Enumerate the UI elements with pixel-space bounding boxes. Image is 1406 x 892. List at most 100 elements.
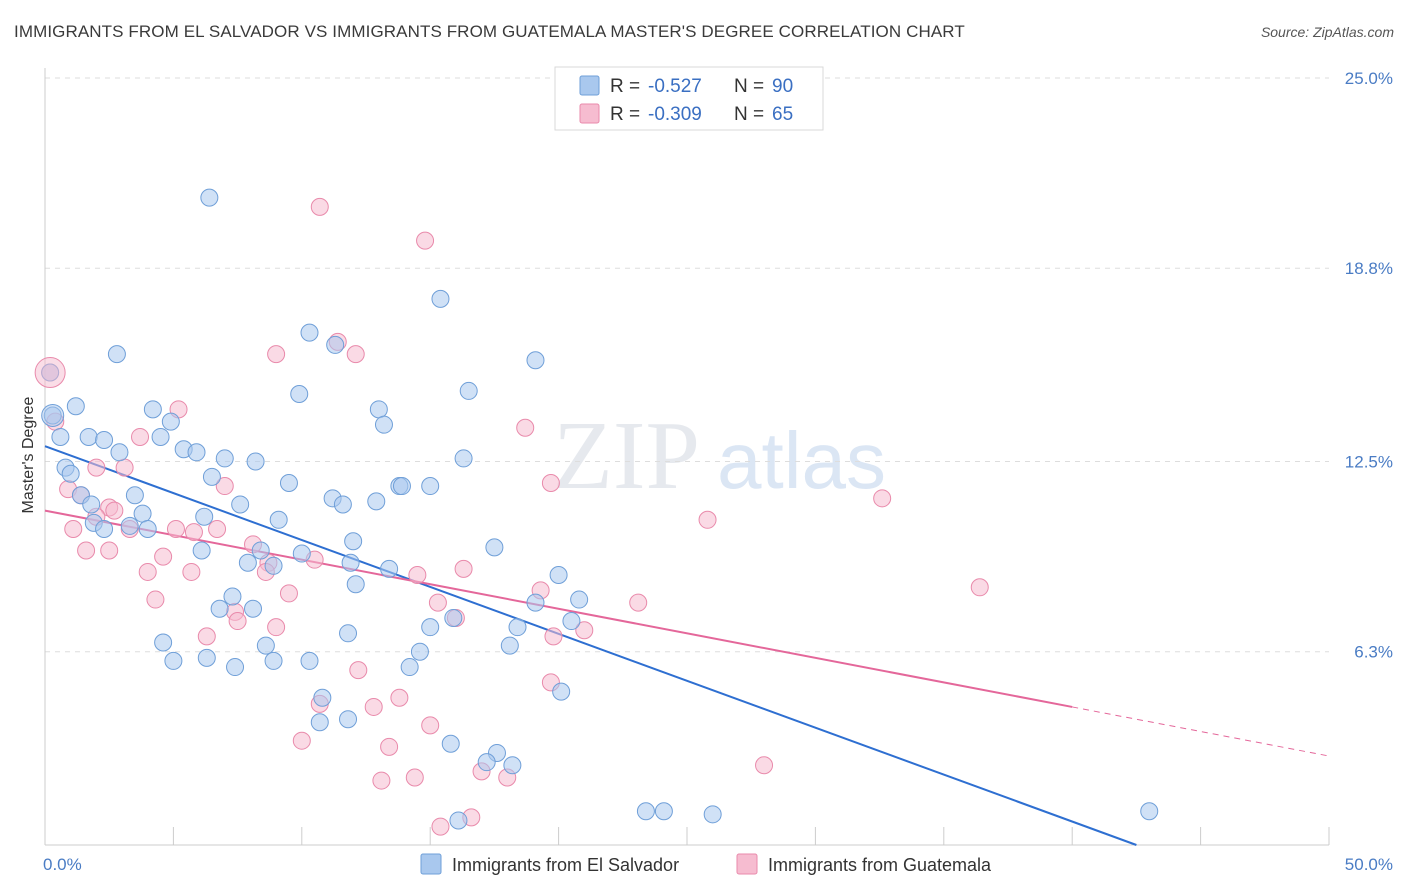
watermark-atlas: atlas [717,416,886,505]
point-el-salvador-80 [310,713,329,732]
point-el-salvador-55 [549,566,568,585]
legend-r-value-1: -0.527 [648,76,702,97]
point-el-salvador-56 [346,575,365,594]
point-el-salvador-88 [449,811,468,830]
point-guatemala-4 [267,345,286,364]
trendline-guatemala [44,509,1073,708]
y-tick-labels: 6.3% 12.5% 18.8% 25.0% [1345,69,1393,662]
point-el-salvador-60 [570,590,589,609]
point-el-salvador-30 [392,477,411,496]
legend: R = -0.527 N = 90 R = -0.309 N = 65 [554,66,824,131]
point-el-salvador-50 [292,544,311,563]
bottom-legend-label-guatemala: Immigrants from Guatemala [768,855,992,875]
point-el-salvador-62 [444,608,463,627]
point-el-salvador-87 [703,805,722,824]
point-guatemala-64 [431,817,450,836]
bottom-legend-swatch-guatemala [736,853,758,875]
point-guatemala-large [34,357,66,389]
point-el-salvador-37 [82,495,101,514]
point-el-salvador-76 [400,658,419,677]
point-el-salvador-9 [66,397,85,416]
point-el-salvador-43 [95,519,114,538]
point-el-salvador-71 [197,648,216,667]
point-el-salvador-15 [51,427,70,446]
point-el-salvador-65 [339,624,358,643]
bottom-legend-swatch-el-salvador [420,853,442,875]
point-guatemala-29 [154,547,173,566]
point-el-salvador-63 [508,618,527,637]
point-el-salvador-81 [441,734,460,753]
point-el-salvador-51 [238,553,257,572]
point-el-salvador-31 [421,477,440,496]
point-guatemala-53 [364,697,383,716]
point-guatemala-50 [349,661,368,680]
point-el-salvador-23 [246,452,265,471]
point-el-salvador-35 [333,495,352,514]
point-guatemala-32 [138,562,157,581]
point-el-salvador-26 [61,464,80,483]
source-label: Source: ZipAtlas.com [1260,24,1394,40]
point-guatemala-18 [105,501,124,520]
legend-r-value-2: -0.309 [648,104,702,125]
legend-n-label-2: N = [734,104,764,125]
point-guatemala-58 [755,756,774,775]
point-guatemala-46 [267,618,286,637]
point-el-salvador-2 [300,323,319,342]
legend-swatch-guatemala [579,103,600,124]
point-el-salvador-39 [195,507,214,526]
point-el-salvador-33 [125,486,144,505]
point-el-salvador-66 [562,612,581,631]
point-el-salvador-53 [341,553,360,572]
point-el-salvador-16 [79,427,98,446]
y-tick-label-1: 12.5% [1345,453,1393,472]
point-guatemala-14 [541,473,560,492]
point-guatemala-21 [166,519,185,538]
point-guatemala-1 [416,231,435,250]
point-el-salvador-77 [552,682,571,701]
point-guatemala-40 [146,590,165,609]
point-el-salvador-20 [187,443,206,462]
point-guatemala-36 [408,566,427,585]
legend-n-value-1: 90 [772,76,793,97]
point-el-salvador-78 [313,688,332,707]
point-el-salvador-68 [256,636,275,655]
point-guatemala-55 [421,716,440,735]
bottom-legend: Immigrants from El Salvador Immigrants f… [420,853,992,875]
point-guatemala-0 [310,197,329,216]
point-el-salvador-45 [138,519,157,538]
point-guatemala-56 [292,731,311,750]
point-el-salvador-69 [500,636,519,655]
point-guatemala-11 [115,458,134,477]
point-guatemala-16 [873,489,892,508]
point-el-salvador-4 [107,345,126,364]
trendline-guatemala-extension [1072,706,1330,757]
point-el-salvador-5 [526,351,545,370]
point-el-salvador-3 [326,335,345,354]
point-el-salvador-24 [454,449,473,468]
point-el-salvador-44 [120,516,139,535]
point-el-salvador-14 [374,415,393,434]
point-guatemala-27 [100,541,119,560]
point-guatemala-24 [698,510,717,529]
legend-n-label-1: N = [734,76,764,97]
point-el-salvador-59 [210,599,229,618]
legend-swatch-el-salvador [579,75,600,96]
watermark-zip: ZIP [553,402,700,510]
point-el-salvador-48 [192,541,211,560]
bottom-legend-label-el-salvador: Immigrants from El Salvador [452,855,679,875]
axes [44,68,1330,846]
point-guatemala-47 [575,621,594,640]
gridlines [45,77,1329,653]
point-guatemala-39 [970,578,989,597]
point-guatemala-57 [380,737,399,756]
point-el-salvador-0 [200,188,219,207]
y-tick-label-3: 25.0% [1345,69,1393,88]
point-guatemala-9 [131,427,150,446]
point-el-salvador-27 [202,467,221,486]
legend-r-label-1: R = [610,76,640,97]
point-el-salvador-58 [244,599,263,618]
point-guatemala-25 [64,519,83,538]
point-el-salvador-large [41,403,65,427]
point-el-salvador-74 [300,651,319,670]
point-el-salvador-83 [477,753,496,772]
